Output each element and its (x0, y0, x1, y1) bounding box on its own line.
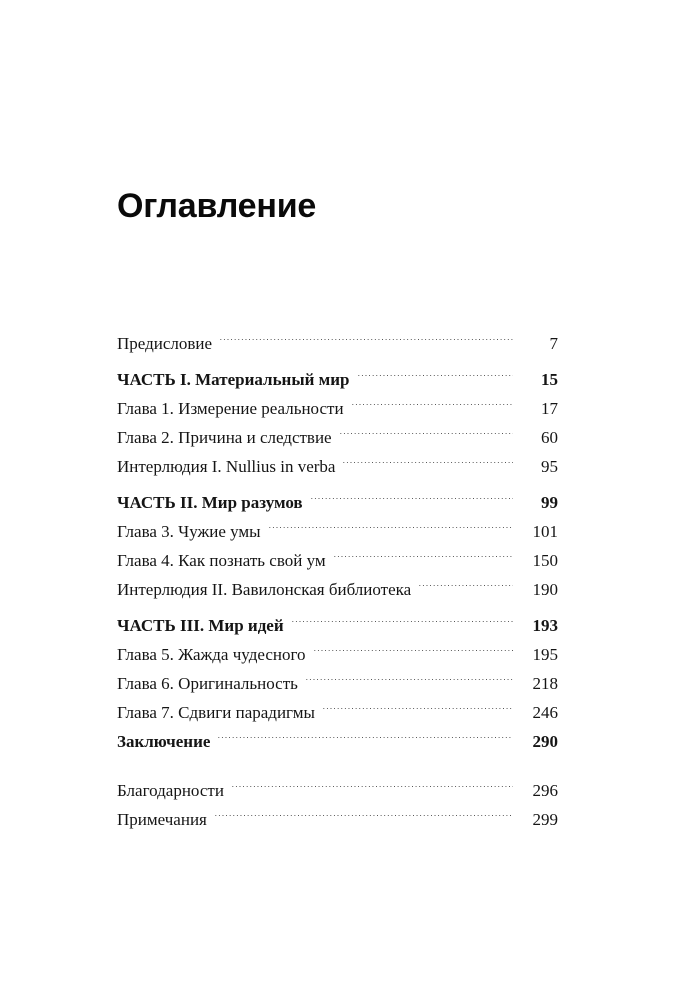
toc-dot-leader (267, 508, 513, 537)
toc-entry-page-number: 99 (541, 493, 558, 512)
toc-entry-label: Глава 2. Причина и следствие (117, 428, 332, 447)
toc-entry[interactable]: Заключение 290 (117, 718, 558, 751)
toc-entry[interactable]: ЧАСТЬ I. Материальный мир 15 (117, 356, 558, 389)
toc-block-part-3: ЧАСТЬ III. Мир идей 193 Глава 5. Жажда чуд… (117, 602, 558, 751)
toc-entry-label: Глава 7. Сдвиги парадигмы (117, 703, 315, 722)
toc-entry-label: Примечания (117, 810, 207, 829)
toc-dot-leader (342, 443, 513, 472)
toc-entry-page-number: 60 (541, 428, 558, 447)
toc-entry-page-number: 95 (541, 457, 558, 476)
toc-dot-leader (230, 767, 513, 796)
toc-dot-leader (350, 385, 513, 414)
toc-entry-label: Предисловие (117, 334, 213, 353)
toc-entry[interactable]: ЧАСТЬ III. Мир идей 193 (117, 602, 558, 635)
toc-entry-page-number: 195 (532, 645, 559, 664)
toc-entry-label: Интерлюдия II. Вавилонская библиотека (117, 580, 412, 599)
toc-entry[interactable]: Интерлюдия II. Вавилонская библиотека 190 (117, 566, 558, 599)
toc-block-part-1: ЧАСТЬ I. Материальный мир 15 Глава 1. Изме… (117, 356, 558, 476)
toc-dot-leader (418, 566, 513, 595)
page-title: Оглавление (117, 186, 317, 225)
toc-entry-label: Глава 1. Измерение реальности (117, 399, 344, 418)
toc-entry-page-number: 299 (532, 810, 559, 829)
toc-entry-label: Глава 4. Как познать свой ум (117, 551, 326, 570)
toc-entry[interactable]: ЧАСТЬ II. Мир разумов 99 (117, 479, 558, 512)
toc-dot-leader (219, 320, 513, 349)
toc-entry-label: ЧАСТЬ III. Мир идей (117, 616, 284, 635)
toc-dot-leader (309, 479, 513, 508)
toc-entry[interactable]: Глава 7. Сдвиги парадигмы 246 (117, 689, 558, 722)
toc-entry[interactable]: Благодарности 296 (117, 767, 558, 800)
toc-entry[interactable]: Примечания 299 (117, 796, 558, 829)
toc-entry-page-number: 193 (532, 616, 559, 635)
toc-block-part-2: ЧАСТЬ II. Мир разумов 99 Глава 3. Чужие ум… (117, 479, 558, 599)
toc-entry[interactable]: Глава 4. Как познать свой ум 150 (117, 537, 558, 570)
toc-dot-leader (332, 537, 513, 566)
toc-entry-page-number: 290 (532, 732, 559, 751)
toc-entry[interactable]: Глава 3. Чужие умы 101 (117, 508, 558, 541)
toc-entry-page-number: 150 (532, 551, 559, 570)
toc-entry-page-number: 246 (532, 703, 559, 722)
toc-entry-page-number: 296 (532, 781, 559, 800)
toc-entry[interactable]: Глава 1. Измерение реальности 17 (117, 385, 558, 418)
toc-dot-leader (312, 631, 513, 660)
toc-dot-leader (321, 689, 513, 718)
toc-dot-leader (213, 796, 513, 825)
toc-entry-label: Глава 3. Чужие умы (117, 522, 261, 541)
toc-entry[interactable]: Интерлюдия I. Nullius in verba 95 (117, 443, 558, 476)
toc-entry-label: Благодарности (117, 781, 224, 800)
toc-entry-label: Глава 6. Оригинальность (117, 674, 298, 693)
toc-dot-leader (217, 718, 513, 747)
table-of-contents: Предисловие 7 ЧАСТЬ I. Материальный мир 15 Г… (117, 320, 558, 829)
toc-entry[interactable]: Глава 6. Оригинальность 218 (117, 660, 558, 693)
toc-entry[interactable]: Предисловие 7 (117, 320, 558, 353)
toc-dot-leader (356, 356, 514, 385)
toc-block-front-matter: Предисловие 7 (117, 320, 558, 353)
toc-dot-leader (304, 660, 513, 689)
toc-dot-leader (290, 602, 513, 631)
toc-dot-leader (338, 414, 513, 443)
toc-entry-label: Заключение (117, 732, 211, 751)
toc-entry-page-number: 101 (532, 522, 559, 541)
toc-block-back-matter: Благодарности 296 Примечания 299 (117, 767, 558, 829)
toc-entry[interactable]: Глава 5. Жажда чудесного 195 (117, 631, 558, 664)
toc-entry[interactable]: Глава 2. Причина и следствие 60 (117, 414, 558, 447)
toc-entry-page-number: 15 (541, 370, 558, 389)
toc-entry-label: ЧАСТЬ II. Мир разумов (117, 493, 303, 512)
toc-entry-label: Интерлюдия I. Nullius in verba (117, 457, 336, 476)
toc-entry-label: ЧАСТЬ I. Материальный мир (117, 370, 350, 389)
toc-entry-label: Глава 5. Жажда чудесного (117, 645, 306, 664)
toc-entry-page-number: 7 (549, 334, 559, 353)
toc-entry-page-number: 190 (532, 580, 559, 599)
toc-entry-page-number: 218 (532, 674, 559, 693)
toc-entry-page-number: 17 (541, 399, 558, 418)
